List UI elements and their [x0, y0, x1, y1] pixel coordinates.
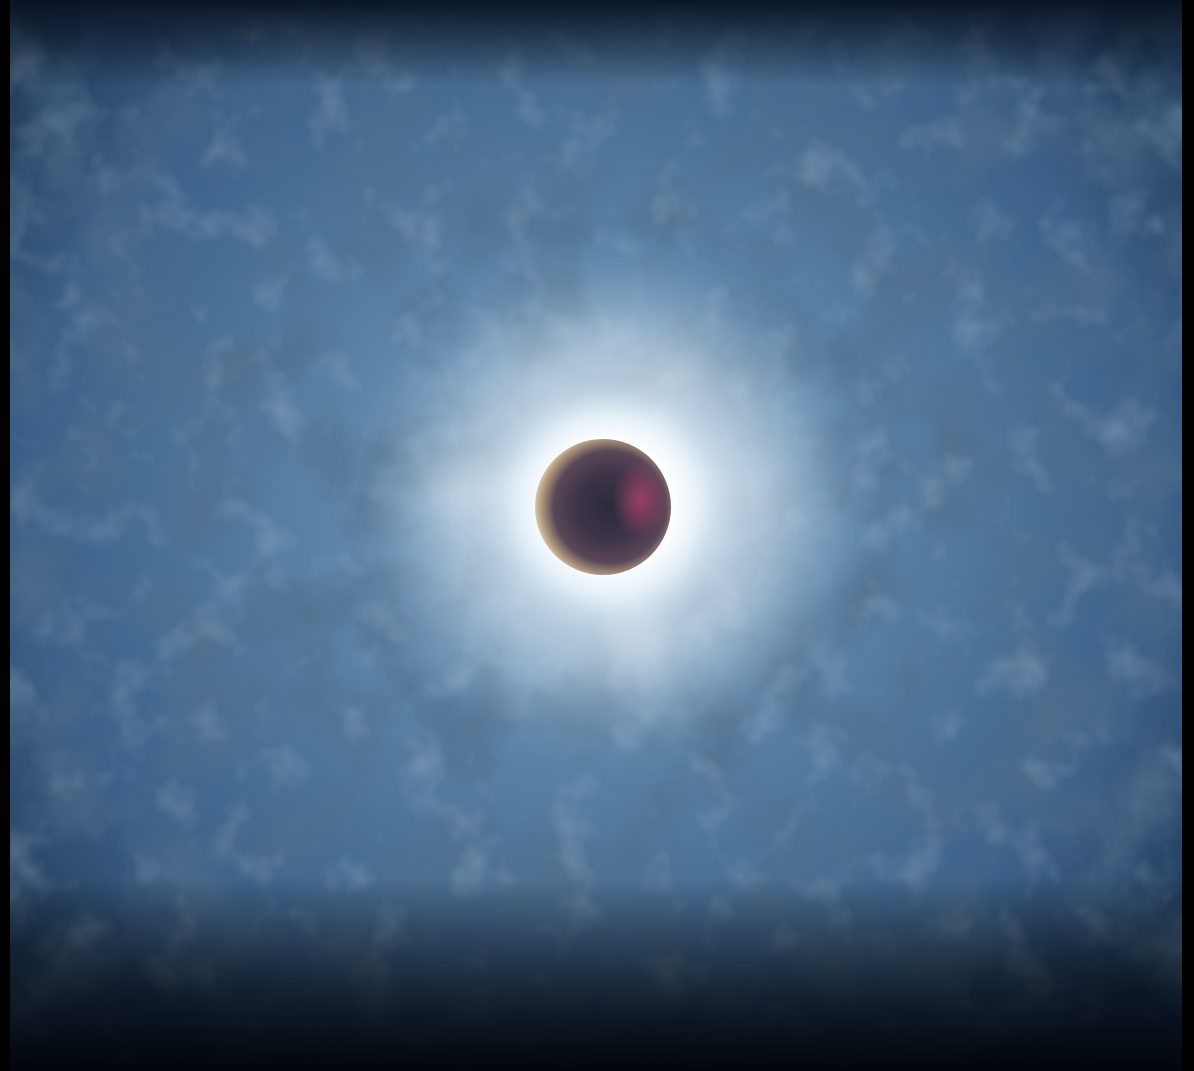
bottom-shade	[10, 0, 1182, 1071]
